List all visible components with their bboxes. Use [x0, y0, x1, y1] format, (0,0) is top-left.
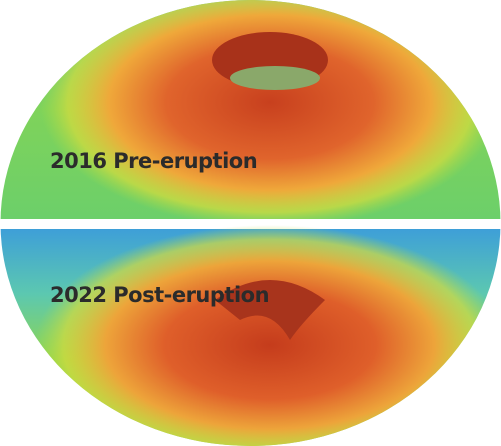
bottom-panel	[0, 225, 501, 446]
divider	[0, 219, 501, 229]
top-panel	[0, 0, 501, 240]
bottom-label: 2022 Post-eruption	[50, 283, 269, 307]
top-label: 2016 Pre-eruption	[50, 149, 257, 173]
